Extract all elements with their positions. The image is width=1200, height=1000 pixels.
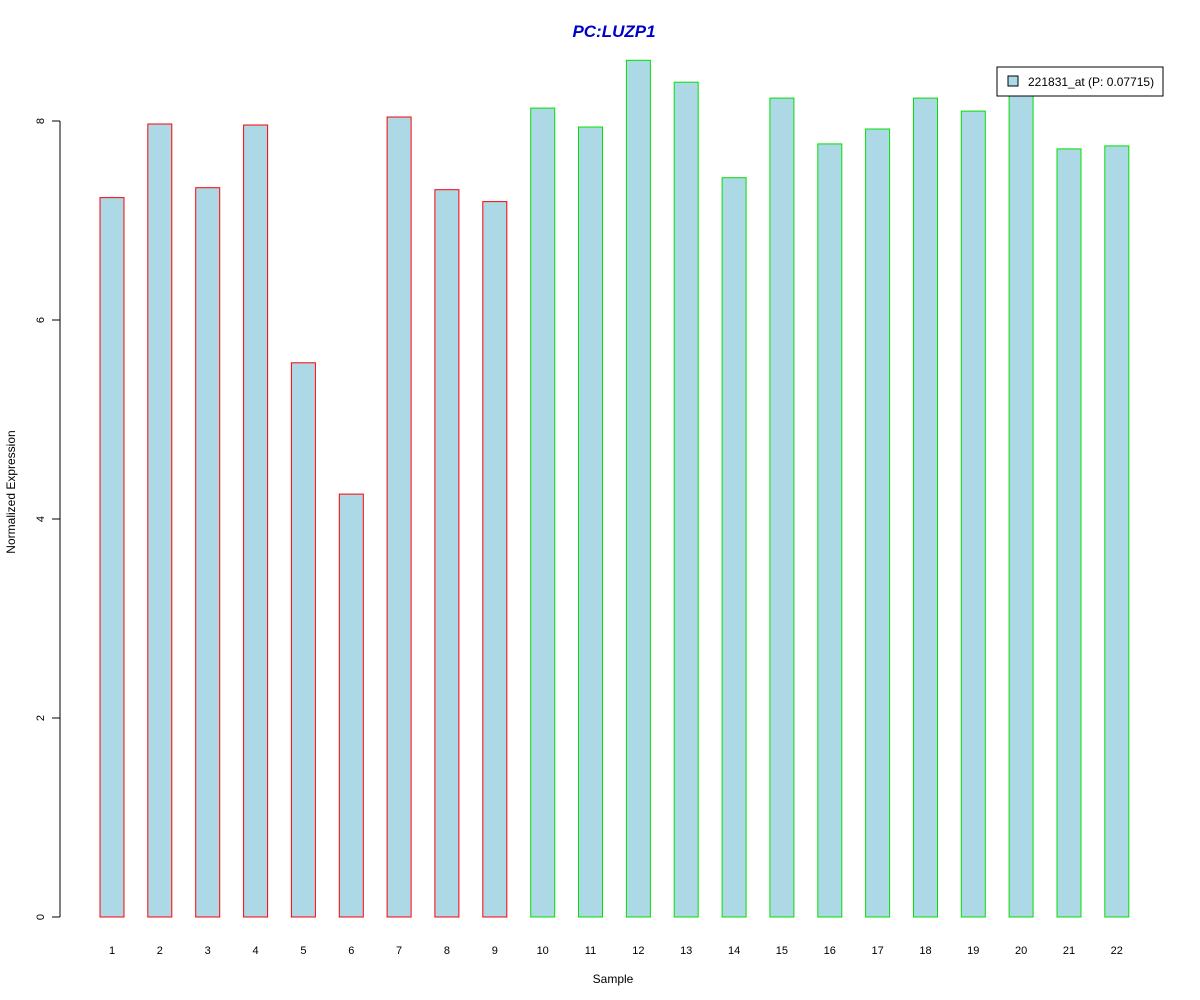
x-tick-label: 4 <box>253 945 259 957</box>
bar-sample-21 <box>1056 148 1082 918</box>
bar-sample-17 <box>865 128 891 918</box>
bar-sample-4 <box>243 124 269 918</box>
bar-sample-19 <box>960 110 986 918</box>
bar-sample-5 <box>290 362 316 918</box>
y-tick-label: 4 <box>35 516 47 522</box>
bar-sample-10 <box>530 107 556 918</box>
x-tick-label: 18 <box>919 945 931 957</box>
bar-sample-2 <box>147 123 173 918</box>
bars <box>99 59 1130 918</box>
x-tick-label: 7 <box>396 945 402 957</box>
x-tick-label: 12 <box>632 945 644 957</box>
legend-swatch <box>1007 75 1019 87</box>
x-tick-label: 16 <box>824 945 836 957</box>
x-tick-label: 6 <box>348 945 354 957</box>
x-tick-label: 21 <box>1063 945 1075 957</box>
legend-box <box>996 66 1164 97</box>
x-tick-label: 11 <box>585 945 596 957</box>
bar-sample-20 <box>1008 91 1034 918</box>
x-tick-label: 2 <box>157 945 163 957</box>
y-tick-label: 0 <box>35 914 47 920</box>
bar-sample-15 <box>769 97 795 918</box>
bar-sample-7 <box>386 116 412 918</box>
bar-sample-9 <box>482 201 508 918</box>
bar-sample-6 <box>338 493 364 918</box>
x-tick-label: 13 <box>680 945 692 957</box>
bar-sample-11 <box>578 126 603 918</box>
legend: 221831_at (P: 0.07715) <box>996 66 1164 97</box>
x-tick-label: 5 <box>300 945 306 957</box>
y-tick-label: 8 <box>35 118 47 124</box>
y-axis-label: Normalized Expression <box>4 430 18 553</box>
x-tick-label: 8 <box>444 945 450 957</box>
y-tick-label: 6 <box>35 317 47 323</box>
x-tick-label: 19 <box>967 945 979 957</box>
legend-label: 221831_at (P: 0.07715) <box>1028 75 1154 89</box>
bar-sample-22 <box>1104 145 1130 918</box>
x-tick-label: 15 <box>776 945 788 957</box>
bar-sample-16 <box>817 143 843 918</box>
y-axis: 0 2 4 6 8 <box>35 118 61 920</box>
bar-sample-18 <box>913 97 938 918</box>
x-tick-label: 9 <box>492 945 498 957</box>
bar-sample-13 <box>673 81 699 918</box>
chart-title: PC:LUZP1 <box>572 22 655 41</box>
bar-sample-14 <box>721 177 747 918</box>
x-tick-label: 22 <box>1111 945 1123 957</box>
x-tick-label: 14 <box>728 945 740 957</box>
x-tick-label: 10 <box>537 945 549 957</box>
bar-sample-1 <box>99 197 125 918</box>
x-tick-label: 3 <box>205 945 211 957</box>
bar-sample-8 <box>434 189 460 918</box>
x-tick-labels: 1 2 3 4 5 6 7 8 9 10 11 12 13 14 15 16 17 18 19 20 21 22 <box>109 945 1123 957</box>
y-tick-label: 2 <box>35 715 47 721</box>
x-tick-label: 17 <box>871 945 883 957</box>
bar-sample-3 <box>195 187 221 918</box>
x-tick-label: 1 <box>109 945 115 957</box>
x-axis-label: Sample <box>593 972 634 986</box>
x-tick-label: 20 <box>1015 945 1027 957</box>
bar-sample-12 <box>625 59 651 918</box>
